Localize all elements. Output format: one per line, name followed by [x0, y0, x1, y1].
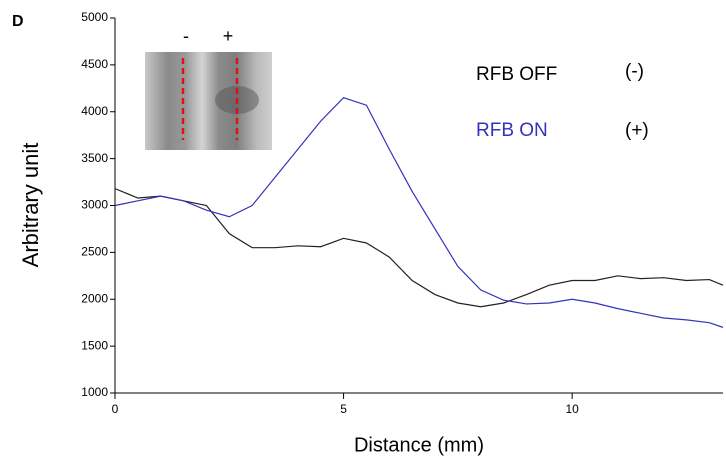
y-tick-label: 2500	[81, 245, 108, 259]
y-tick-label: 1500	[81, 338, 108, 352]
y-tick-label: 5000	[81, 10, 108, 24]
inset: - +	[145, 26, 272, 150]
y-tick-label: 1000	[81, 385, 108, 399]
x-axis-title: Distance (mm)	[354, 434, 484, 456]
legend-label: RFB OFF	[476, 64, 557, 85]
y-tick-label: 3500	[81, 151, 108, 165]
inset-label: +	[223, 26, 234, 46]
x-tick-label: 10	[565, 402, 579, 416]
panel-label: D	[12, 13, 24, 30]
y-axis-title: Arbitrary unit	[18, 143, 43, 268]
legend-label: RFB ON	[476, 120, 548, 141]
legend-tag: (+)	[625, 120, 649, 141]
series-line	[114, 188, 724, 308]
y-tick-label: 3000	[81, 198, 108, 212]
legend-tag: (-)	[625, 61, 644, 82]
y-tick-label: 4000	[81, 104, 108, 118]
y-tick-label: 4500	[81, 57, 108, 71]
x-tick-label: 0	[112, 402, 119, 416]
series-line	[114, 97, 724, 328]
y-tick-label: 2000	[81, 291, 108, 305]
x-tick-label: 5	[340, 402, 347, 416]
inset-label: -	[183, 26, 189, 46]
